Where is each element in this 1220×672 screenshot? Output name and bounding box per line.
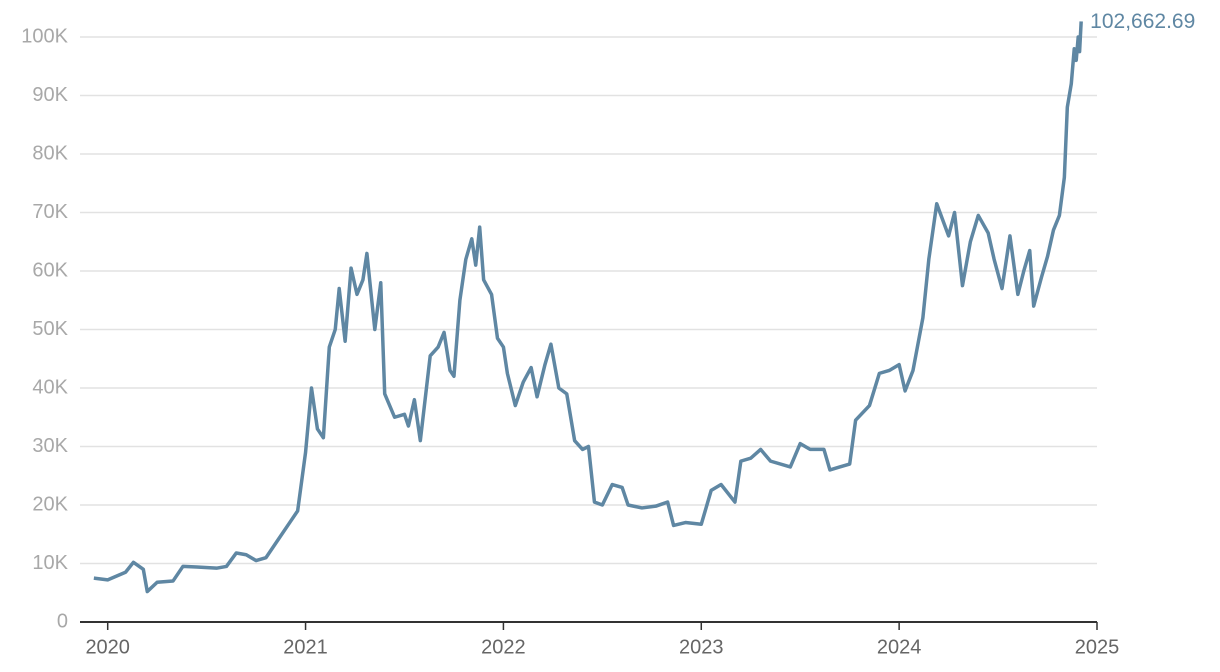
last-value-label: 102,662.69: [1090, 10, 1195, 33]
y-tick-label: 80K: [32, 142, 68, 164]
x-tick-label: 2024: [877, 636, 922, 658]
y-tick-label: 70K: [32, 201, 68, 223]
y-tick-label: 50K: [32, 318, 68, 340]
y-tick-label: 40K: [32, 376, 68, 398]
y-tick-label: 100K: [21, 25, 68, 47]
y-tick-label: 10K: [32, 552, 68, 574]
price-line: [93, 21, 1083, 594]
y-tick-label: 30K: [32, 435, 68, 457]
y-tick-label: 0: [57, 610, 68, 632]
x-tick-label: 2021: [283, 636, 328, 658]
x-tick-label: 2022: [481, 636, 526, 658]
x-tick-label: 2025: [1075, 636, 1120, 658]
y-tick-label: 20K: [32, 493, 68, 515]
x-tick-label: 2020: [85, 636, 130, 658]
y-tick-label: 90K: [32, 84, 68, 106]
y-tick-label: 60K: [32, 259, 68, 281]
x-tick-label: 2023: [679, 636, 724, 658]
